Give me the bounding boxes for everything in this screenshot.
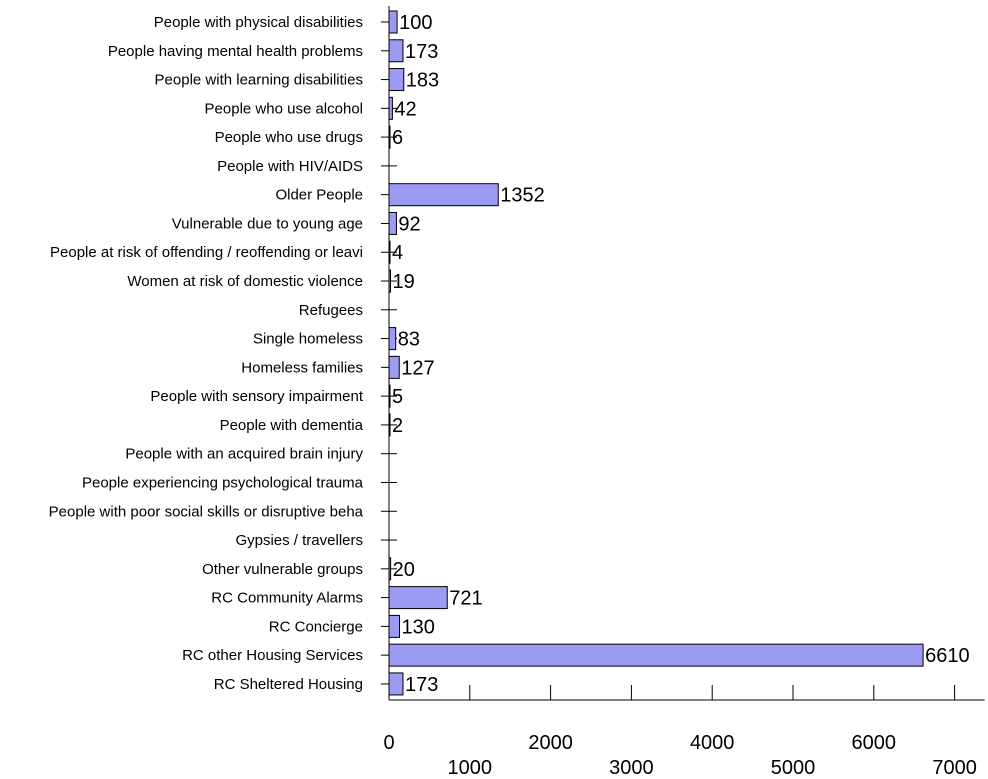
bar	[388, 125, 391, 149]
category-label: People at risk of offending / reoffendin…	[50, 244, 363, 261]
category-label: Other vulnerable groups	[202, 561, 363, 578]
data-label: 130	[402, 616, 435, 638]
bar	[388, 557, 392, 581]
x-tick-label: 5000	[771, 757, 816, 779]
category-label: Refugees	[299, 302, 363, 319]
data-label: 173	[405, 674, 438, 696]
category-label: People with HIV/AIDS	[217, 158, 363, 175]
x-tick-label: 2000	[528, 732, 573, 754]
category-label: RC Concierge	[269, 618, 363, 635]
bar	[388, 211, 397, 235]
data-label: 6	[392, 127, 403, 149]
data-label: 173	[405, 41, 438, 63]
category-label: People having mental health problems	[108, 43, 363, 60]
data-label: 100	[399, 12, 432, 34]
data-label: 721	[449, 588, 482, 610]
bar	[388, 614, 401, 638]
data-label: 4	[392, 242, 403, 264]
category-label: Gypsies / travellers	[235, 532, 363, 549]
data-label: 183	[406, 70, 439, 92]
x-tick-label: 7000	[932, 757, 977, 779]
x-tick-label: 1000	[448, 757, 493, 779]
x-tick-label: 3000	[609, 757, 654, 779]
bar	[388, 413, 391, 437]
x-tick-label: 6000	[852, 732, 897, 754]
data-label: 42	[394, 98, 416, 120]
category-label: RC Sheltered Housing	[214, 676, 363, 693]
bar	[388, 96, 393, 120]
bar	[388, 10, 398, 34]
bar	[388, 672, 404, 696]
x-tick-label: 4000	[690, 732, 735, 754]
data-label: 20	[393, 559, 415, 581]
x-tick-label: 0	[383, 732, 394, 754]
category-label: People with learning disabilities	[155, 72, 363, 89]
data-label: 127	[401, 357, 434, 379]
bar	[388, 643, 924, 667]
bar	[388, 355, 400, 379]
bar	[388, 240, 391, 264]
category-label: People with dementia	[220, 417, 364, 434]
bar	[388, 39, 404, 63]
bars	[388, 10, 924, 696]
data-label: 5	[392, 386, 403, 408]
category-label: People experiencing psychological trauma	[82, 474, 364, 491]
category-label: Older People	[275, 187, 363, 204]
category-label: People who use drugs	[215, 129, 363, 146]
category-label: Single homeless	[253, 331, 363, 348]
category-label: RC Community Alarms	[211, 590, 363, 607]
data-label: 92	[398, 213, 420, 235]
category-label: People who use alcohol	[205, 100, 363, 117]
category-label: People with an acquired brain injury	[125, 446, 363, 463]
data-label: 6610	[925, 645, 970, 667]
bar	[388, 327, 397, 351]
data-label: 2	[392, 415, 403, 437]
category-label: People with physical disabilities	[154, 14, 363, 31]
bar	[388, 384, 391, 408]
bar	[388, 586, 448, 610]
data-label: 19	[393, 271, 415, 293]
category-label: People with poor social skills or disrup…	[49, 503, 364, 520]
bar	[388, 269, 392, 293]
bar	[388, 68, 405, 92]
category-label: Women at risk of domestic violence	[127, 273, 363, 290]
category-label: Vulnerable due to young age	[172, 215, 363, 232]
category-label: People with sensory impairment	[150, 388, 363, 405]
data-label: 1352	[500, 185, 544, 207]
bar	[388, 183, 499, 207]
category-label: Homeless families	[241, 359, 363, 376]
data-label: 83	[398, 329, 420, 351]
labels: 0 1000 2000 3000 4000 5000 6000 7000 People with…	[49, 12, 977, 779]
category-label: RC other Housing Services	[182, 647, 363, 664]
